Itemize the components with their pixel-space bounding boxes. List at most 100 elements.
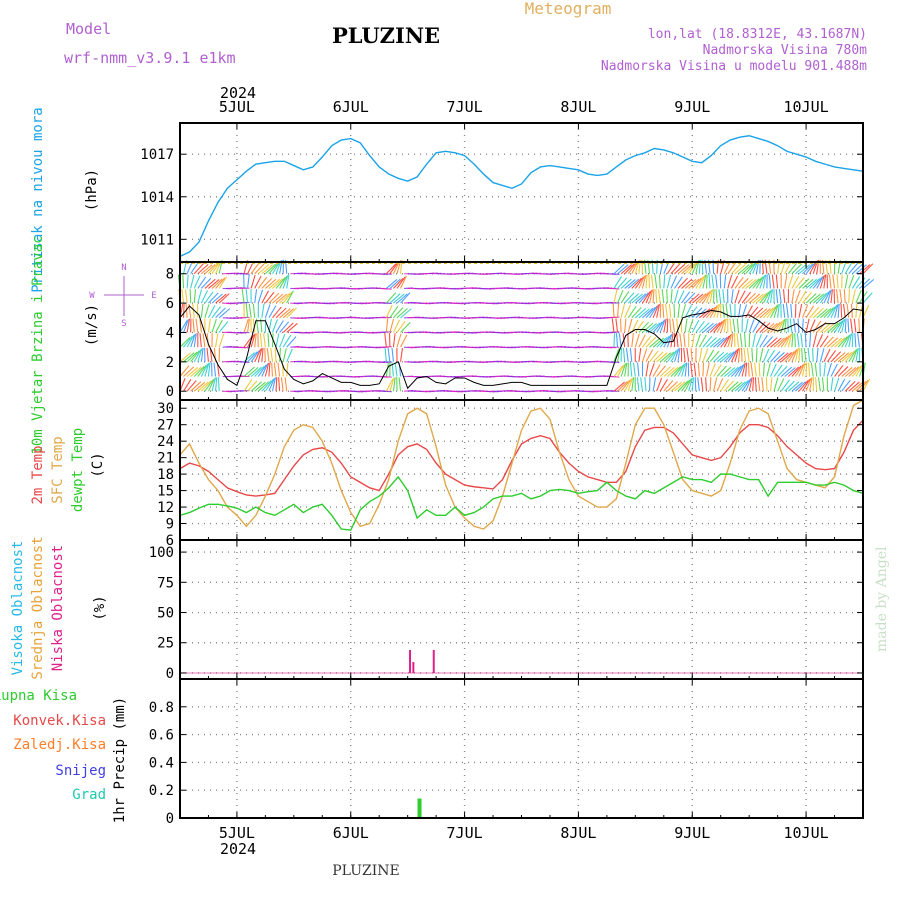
wind-barb [614, 333, 615, 347]
wind-barb [184, 379, 191, 391]
wind-barb [383, 377, 392, 378]
y-tick-label: 0 [166, 384, 174, 400]
compass-n: N [121, 263, 126, 273]
series-line-sfc_temp [180, 400, 863, 529]
wind-barb [639, 348, 641, 362]
wind-barb [760, 348, 763, 362]
wind-barb [785, 275, 787, 289]
temp-ylabel: 2m Temp [30, 445, 46, 504]
top-date-label: 6JUL [333, 98, 369, 116]
frozen-precip-label: Zaledj.Kisa [13, 737, 106, 753]
wind-barb [753, 320, 760, 332]
wind-barb [709, 274, 710, 288]
wind-barb [824, 363, 826, 377]
wind-barb [689, 319, 693, 332]
wind-barb [646, 274, 647, 288]
y-tick-label: 50 [157, 606, 174, 622]
wind-barb [646, 363, 648, 377]
wind-barb [795, 333, 796, 347]
wind-barb [746, 319, 748, 333]
wind-barb [723, 289, 724, 303]
wind-barb [776, 289, 777, 303]
wind-barb [837, 274, 838, 288]
wind-barb [630, 348, 631, 362]
snow-label: Snijeg [55, 763, 106, 779]
wind-barb [847, 304, 849, 318]
wind-barb [678, 304, 680, 318]
wind-barb [684, 333, 685, 347]
panel-frame [180, 123, 863, 262]
wind-barb [771, 377, 772, 391]
wind-barb [694, 363, 696, 377]
y-tick-label: 18 [157, 467, 174, 483]
y-tick-label: 25 [157, 636, 174, 652]
lonlat-label: lon,lat (18.8312E, 43.1687N) [648, 27, 867, 42]
wind-barb [663, 304, 664, 318]
wind-barb [787, 304, 789, 318]
wind-barb [641, 377, 643, 391]
wind-barb [760, 335, 767, 347]
wind-barb [201, 304, 203, 318]
wind-barb [806, 363, 807, 377]
wind-barb [858, 333, 860, 347]
sfc-temp-ylabel: SFC Temp [50, 436, 66, 503]
wind-barb [710, 377, 711, 391]
wind-barb [262, 304, 264, 318]
wind-barb [638, 363, 639, 377]
wind-barb [673, 319, 675, 333]
wind-barb [848, 318, 849, 332]
wind-barb [279, 377, 280, 391]
wind-barb [207, 348, 208, 362]
wind-barb [212, 319, 216, 332]
wind-barb [737, 319, 738, 333]
wind-barb [287, 337, 296, 347]
bottom-date-label: 8JUL [560, 824, 596, 842]
y-tick-label: 75 [157, 575, 174, 591]
wind-barb [278, 363, 280, 377]
y-tick-label: 24 [157, 434, 174, 450]
wind-barb [269, 363, 270, 377]
wind-barb [385, 333, 387, 347]
wind-barb [772, 275, 774, 289]
panel-frame [180, 400, 863, 540]
wind-barb [724, 275, 725, 289]
wind-barb [205, 304, 209, 317]
wind-barb [733, 319, 735, 333]
wind-barb [264, 333, 266, 347]
wind-barb [698, 363, 699, 377]
data-layer [178, 136, 873, 818]
wind-barb [262, 348, 263, 362]
wind-barb [855, 333, 856, 347]
wind-barb [827, 363, 831, 376]
wind-barb [851, 319, 853, 333]
wind-barb [193, 319, 194, 333]
wind-barb [723, 304, 724, 318]
wind-barb [184, 304, 185, 318]
wind-barb [810, 333, 811, 347]
wind-barb [792, 276, 799, 288]
wind-barb [716, 289, 717, 303]
wind-barb [755, 363, 757, 377]
wind-barb [776, 274, 777, 288]
wind-barb [393, 333, 395, 347]
bottom-date-label: 6JUL [333, 824, 369, 842]
wind-barb [283, 348, 286, 362]
wind-barb [614, 289, 617, 303]
wind-barb [799, 348, 800, 362]
wind-barb [811, 363, 813, 377]
wind-barb [660, 304, 661, 318]
wind-barb [687, 348, 689, 362]
wind-barb [287, 363, 288, 377]
grid-layer [180, 123, 863, 818]
wind-barb [388, 348, 390, 362]
wind-barb [706, 350, 713, 362]
wind-barb [671, 289, 672, 303]
wind-barb [208, 319, 210, 333]
wind-barb [816, 377, 817, 391]
wind-barb [653, 377, 656, 391]
wind-barb [844, 304, 846, 318]
wind-barb [854, 319, 856, 333]
wind-barb [831, 377, 833, 391]
y-tick-label: 15 [157, 484, 174, 500]
wind-barb [249, 304, 251, 318]
